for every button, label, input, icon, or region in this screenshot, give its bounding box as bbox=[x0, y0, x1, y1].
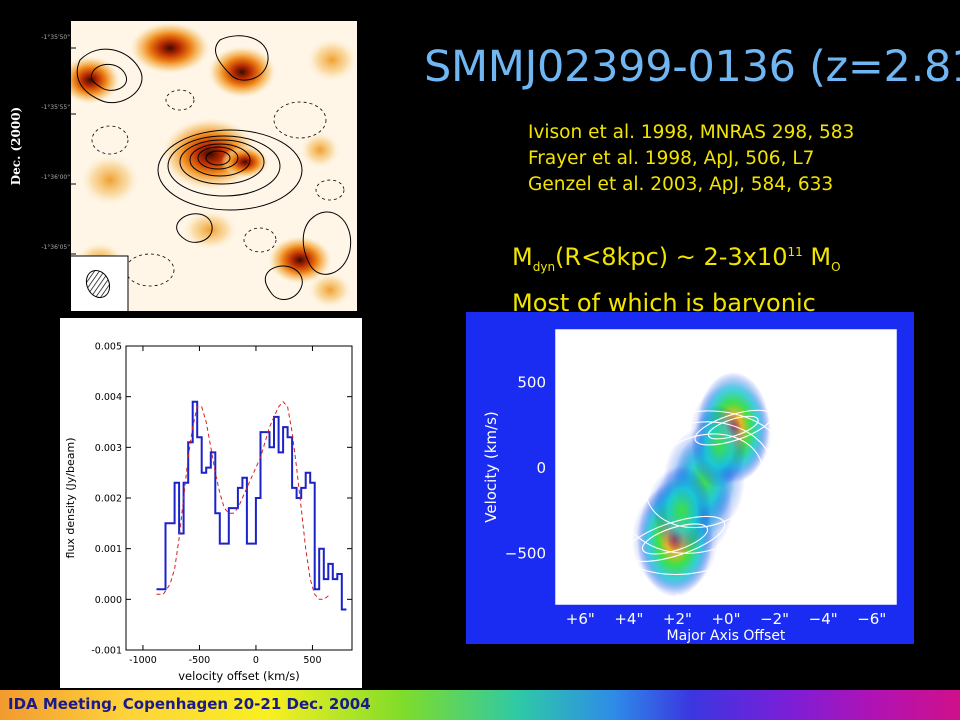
spectrum-ylabel: flux density (Jy/beam) bbox=[64, 438, 77, 559]
pv-xtick-label: +0" bbox=[711, 610, 740, 628]
reference-item: Ivison et al. 1998, MNRAS 298, 583 bbox=[528, 122, 855, 143]
pv-negative-contour bbox=[786, 561, 840, 579]
pv-negative-contour bbox=[839, 410, 885, 428]
pv-contour bbox=[694, 409, 773, 446]
pv-negative-contours bbox=[568, 352, 885, 584]
slide-title: SMMJ02399-0136 (z=2.81) bbox=[424, 42, 960, 92]
radio-contours bbox=[76, 35, 352, 300]
negative-contours bbox=[91, 89, 345, 287]
radio-contour-map bbox=[60, 20, 358, 313]
spectrum-ytick-label: 0.000 bbox=[95, 595, 122, 606]
pv-xtick-label: +6" bbox=[566, 610, 595, 628]
pv-contour bbox=[707, 415, 759, 440]
pv-plot-area bbox=[556, 330, 896, 604]
radio-map-ytick-label: -1°35'55" bbox=[41, 104, 70, 111]
position-velocity-diagram: 500 0 −500 +6" +4" +2" +0" −2" −4" −6" Major Axis … bbox=[466, 312, 914, 644]
pv-xtick-label: +2" bbox=[663, 610, 692, 628]
pv-contours bbox=[589, 409, 795, 576]
spectrum-frame bbox=[125, 345, 353, 651]
spectrum-ytick-label: 0.003 bbox=[95, 443, 122, 454]
hatched-ellipse-beam-icon bbox=[85, 269, 111, 299]
pv-contour bbox=[644, 433, 764, 529]
spectrum-ytick-label: 0.004 bbox=[95, 392, 122, 403]
pv-contour bbox=[641, 523, 709, 555]
spectrum-ytick-label: 0.005 bbox=[95, 342, 122, 353]
pv-contour bbox=[617, 421, 777, 554]
pv-ytick-label: 0 bbox=[536, 459, 546, 477]
footer-bar: IDA Meeting, Copenhagen 20-21 Dec. 2004 bbox=[0, 690, 960, 720]
radio-map-ytick-label: -1°36'00" bbox=[41, 174, 70, 181]
spectrum-xlabel: velocity offset (km/s) bbox=[178, 669, 300, 683]
pv-xlabel: Major Axis Offset bbox=[667, 628, 786, 644]
pv-emission-component bbox=[653, 466, 712, 554]
beam-inset bbox=[69, 255, 129, 313]
pv-negative-contour bbox=[823, 352, 881, 370]
footer-text: IDA Meeting, Copenhagen 20-21 Dec. 2004 bbox=[8, 695, 371, 713]
spectrum-ytick-label: 0.001 bbox=[95, 544, 122, 555]
spectrum-xtick-label: 500 bbox=[303, 655, 321, 666]
pv-xtick-label: −4" bbox=[809, 610, 838, 628]
pv-ytick-label: 500 bbox=[517, 373, 546, 391]
reference-item: Frayer et al. 1998, ApJ, 506, L7 bbox=[528, 148, 815, 169]
pv-contour bbox=[589, 410, 795, 576]
radio-map-ytick-labels: -1°35'50" -1°35'55" -1°36'00" -1°36'05" bbox=[14, 18, 70, 278]
pv-xtick-label: +4" bbox=[614, 610, 643, 628]
pv-xtick-label: −2" bbox=[760, 610, 789, 628]
reference-item: Genzel et al. 2003, ApJ, 584, 633 bbox=[528, 174, 834, 195]
spectrum-xtick-label: -500 bbox=[189, 655, 211, 666]
co-spectrum-chart: -0.001 0.000 0.001 0.002 0.003 0.004 0.005 -100… bbox=[60, 318, 362, 688]
spectrum-xtick-label: -1000 bbox=[129, 655, 157, 666]
spectrum-xtick-label: 0 bbox=[253, 655, 259, 666]
pv-negative-contour bbox=[578, 566, 640, 584]
dynamical-mass-line: Mdyn(R<8kpc) ~ 2-3x1011 MO bbox=[512, 243, 841, 274]
spectrum-ytick-label: -0.001 bbox=[91, 646, 122, 657]
mass-statement: Mdyn(R<8kpc) ~ 2-3x1011 MO Most of which… bbox=[512, 234, 841, 321]
spectrum-observed-step-line bbox=[156, 400, 347, 611]
pv-ylabel: Velocity (km/s) bbox=[482, 411, 500, 522]
reference-list: Ivison et al. 1998, MNRAS 298, 583 Fraye… bbox=[528, 120, 854, 198]
radio-map-ytick-label: -1°35'50" bbox=[41, 34, 70, 41]
radio-map-ytick-label: -1°36'05" bbox=[41, 244, 70, 251]
spectrum-ytick-label: 0.002 bbox=[95, 494, 122, 505]
pv-xtick-label: −6" bbox=[857, 610, 886, 628]
pv-ytick-label: −500 bbox=[505, 545, 546, 563]
